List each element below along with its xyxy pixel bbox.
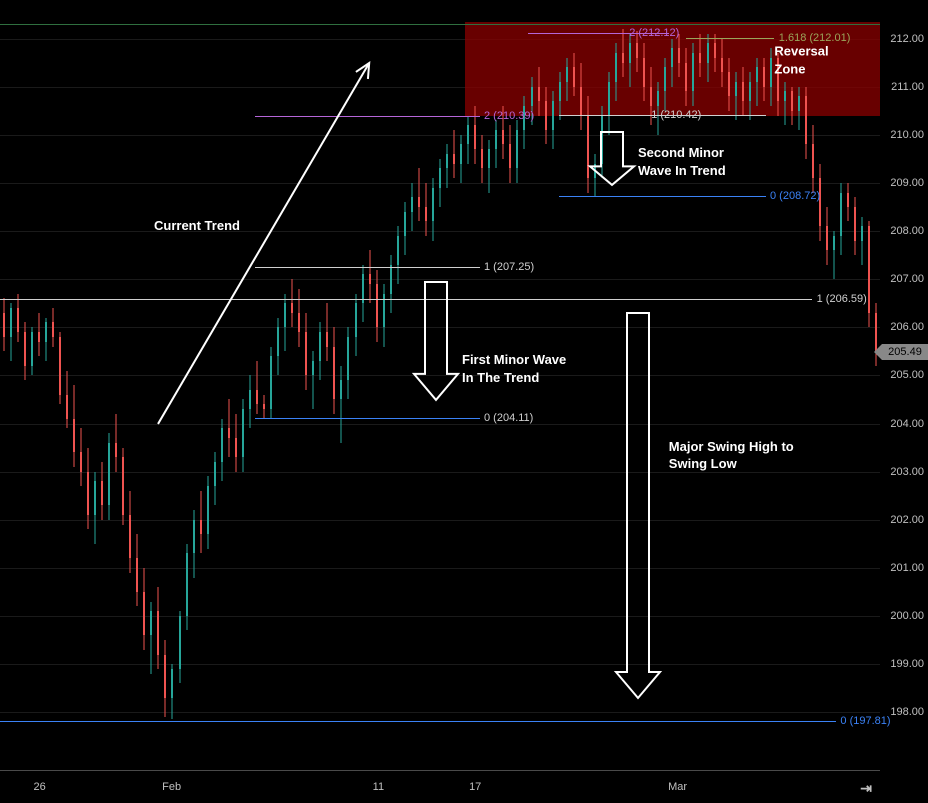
second-minor-arrow xyxy=(586,128,638,189)
y-tick-label: 210.00 xyxy=(890,129,924,141)
chart-container: 0 (197.81)1 (206.59)0 (204.11)1 (207.25)… xyxy=(0,0,928,803)
gridline xyxy=(0,520,880,521)
y-tick-label: 208.00 xyxy=(890,225,924,237)
last-price-marker: 205.49 xyxy=(882,344,928,360)
y-tick-label: 200.00 xyxy=(890,610,924,622)
fib-label: 2 (212.12) xyxy=(629,27,679,39)
y-tick-label: 211.00 xyxy=(891,81,924,93)
x-tick-label: 17 xyxy=(469,781,481,793)
x-tick-label: Feb xyxy=(162,781,181,793)
x-axis: ⇥ 26 Feb 11 17 Mar xyxy=(0,770,880,803)
y-tick-label: 209.00 xyxy=(890,177,924,189)
annotation-second-minor: Second MinorWave In Trend xyxy=(638,144,726,179)
gridline xyxy=(0,616,880,617)
trend-arrow xyxy=(138,43,389,444)
gridline xyxy=(0,664,880,665)
major-swing-arrow xyxy=(612,309,664,702)
fib-line[interactable] xyxy=(0,721,836,722)
gridline xyxy=(0,568,880,569)
first-minor-arrow xyxy=(410,278,462,404)
y-tick-label: 212.00 xyxy=(890,33,924,45)
reversal-zone-label: Reversal Zone xyxy=(774,43,844,78)
gridline xyxy=(0,231,880,232)
gridline xyxy=(0,135,880,136)
fib-line[interactable] xyxy=(686,38,774,39)
fib-line[interactable] xyxy=(0,299,812,300)
fib-label: 1 (207.25) xyxy=(484,261,534,273)
annotation-major-swing: Major Swing High toSwing Low xyxy=(669,438,794,473)
y-tick-label: 207.00 xyxy=(890,273,924,285)
fib-label: 0 (208.72) xyxy=(770,190,820,202)
gridline xyxy=(0,712,880,713)
y-tick-label: 206.00 xyxy=(890,321,924,333)
fib-label: 2 (210.39) xyxy=(484,110,534,122)
y-tick-label: 201.00 xyxy=(890,562,924,574)
fib-label: 1 (210.42) xyxy=(651,109,701,121)
fib-label: 0 (204.11) xyxy=(484,412,533,424)
goto-end-icon[interactable]: ⇥ xyxy=(860,780,872,797)
y-tick-label: 202.00 xyxy=(890,514,924,526)
x-tick-label: 11 xyxy=(373,781,384,793)
x-tick-label: Mar xyxy=(668,781,687,793)
plot-area[interactable]: 0 (197.81)1 (206.59)0 (204.11)1 (207.25)… xyxy=(0,0,880,770)
x-tick-label: 26 xyxy=(33,781,45,793)
fib-label: 1 (206.59) xyxy=(817,293,867,305)
y-axis: 198.00 199.00 200.00 201.00 202.00 203.00 204.… xyxy=(880,0,928,770)
y-tick-label: 203.00 xyxy=(890,466,924,478)
annotation-first-minor: First Minor WaveIn The Trend xyxy=(462,351,566,386)
fib-line[interactable] xyxy=(559,196,766,197)
y-tick-label: 204.00 xyxy=(890,418,924,430)
y-tick-label: 205.00 xyxy=(890,369,924,381)
reference-line xyxy=(0,24,880,25)
y-tick-label: 198.00 xyxy=(890,706,924,718)
y-tick-label: 199.00 xyxy=(890,658,924,670)
gridline xyxy=(0,424,880,425)
